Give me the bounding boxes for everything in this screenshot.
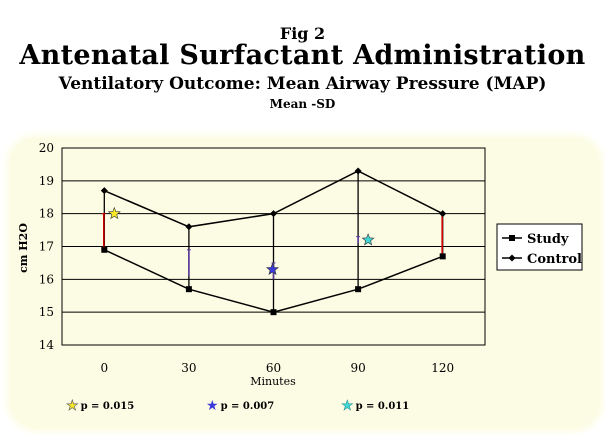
legend-label: Control xyxy=(527,252,582,267)
connector-lines xyxy=(103,170,444,313)
legend-box xyxy=(496,223,583,271)
statistic-note: Mean -SD xyxy=(269,97,336,111)
legend-label: Study xyxy=(527,232,569,247)
chart-panel-background xyxy=(10,138,600,428)
annotation-p-0007: ★ p = 0.007 xyxy=(206,398,274,414)
data-point-study xyxy=(355,286,362,293)
annotation-p-0015: ★ p = 0.015 xyxy=(66,398,135,415)
x-tick-label: 0 xyxy=(100,361,108,375)
series-markers xyxy=(100,167,447,316)
y-axis-label: cm H2O xyxy=(17,223,30,273)
yellow-star-icon xyxy=(107,206,121,220)
x-tick-label: 30 xyxy=(181,361,196,375)
x-tick-label: 90 xyxy=(350,361,365,375)
significance-stars xyxy=(107,206,375,276)
data-point-control xyxy=(185,223,193,231)
blue-star-icon: ★ xyxy=(206,398,219,414)
data-point-study xyxy=(101,246,108,253)
x-tick-label: 60 xyxy=(266,361,281,375)
legend: Study Control xyxy=(496,223,583,271)
y-tick-label: 17 xyxy=(39,240,54,254)
annotation-text: p = 0.011 xyxy=(355,401,410,412)
chart-title: Antenatal Surfactant Administration xyxy=(19,40,586,71)
yellow-star-icon: ★ xyxy=(66,398,79,415)
figure-label: Fig 2 xyxy=(279,24,326,43)
data-point-control xyxy=(270,210,277,218)
x-axis-ticks: 0 30 60 90 120 xyxy=(100,361,454,375)
y-tick-label: 20 xyxy=(39,141,54,155)
y-axis-ticks: 14 15 16 17 18 19 20 xyxy=(39,141,55,352)
annotation-text: p = 0.015 xyxy=(80,401,135,412)
y-tick-label: 19 xyxy=(39,174,54,188)
chart-subtitle: Ventilatory Outcome: Mean Airway Pressur… xyxy=(58,74,547,94)
x-tick-label: 120 xyxy=(431,361,454,375)
data-point-study xyxy=(439,253,446,260)
data-point-control xyxy=(354,167,362,175)
cyan-star-icon: ★ xyxy=(341,398,354,415)
x-axis-label: Minutes xyxy=(250,375,296,388)
data-point-study xyxy=(185,286,192,293)
y-tick-label: 18 xyxy=(39,207,54,221)
annotation-p-0011: ★ p = 0.011 xyxy=(341,398,410,415)
y-tick-label: 16 xyxy=(39,272,54,286)
data-point-control xyxy=(100,187,108,195)
y-tick-label: 14 xyxy=(39,338,55,352)
data-point-study xyxy=(270,309,277,316)
legend-swatch-marker xyxy=(508,254,516,262)
legend-swatch-marker xyxy=(509,235,515,241)
plot-area-frame xyxy=(61,147,486,346)
annotation-text: p = 0.007 xyxy=(220,401,275,412)
data-point-control xyxy=(439,210,447,218)
blue-star-icon xyxy=(266,262,279,276)
cyan-star-icon xyxy=(361,233,375,246)
y-tick-label: 15 xyxy=(39,305,54,319)
